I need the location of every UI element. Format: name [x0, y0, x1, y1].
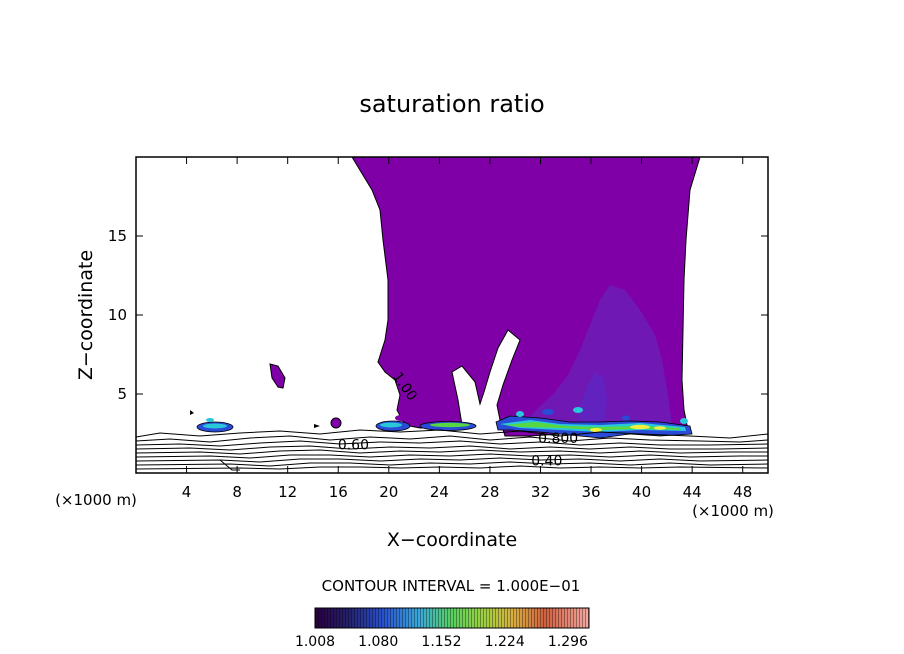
contour-lines — [136, 429, 768, 471]
y-axis-label: Z−coordinate — [75, 250, 97, 380]
blob-6 — [196, 418, 234, 433]
blob-30-44 — [495, 407, 693, 439]
patch-small-1 — [190, 410, 194, 415]
blob-20 — [375, 415, 411, 432]
x-tick-label-40: 40 — [632, 483, 651, 501]
y-tick-label-10: 10 — [108, 306, 127, 324]
y-tick-label-5: 5 — [117, 385, 127, 403]
inner-core — [578, 372, 607, 424]
x-tick-label-24: 24 — [430, 483, 449, 501]
colorbar-tick-1.224: 1.224 — [485, 634, 525, 650]
colorbar-tick-1.080: 1.080 — [358, 634, 398, 650]
x-tick-label-44: 44 — [683, 483, 702, 501]
contour-labels: 1.00 0.60 0.800 0.40 — [338, 369, 578, 469]
x-axis: 4 8 12 16 20 24 28 32 36 40 44 48 — [182, 157, 752, 501]
contour-label-0-800: 0.800 — [538, 431, 578, 447]
colorbar-tick-labels: 1.008 1.080 1.152 1.224 1.296 — [295, 634, 588, 650]
x-tick-label-48: 48 — [733, 483, 752, 501]
contour-fields — [136, 157, 768, 471]
x-tick-label-28: 28 — [480, 483, 499, 501]
patch-upper-left — [269, 363, 286, 389]
contour-interval-text: CONTOUR INTERVAL = 1.000E−01 — [322, 577, 581, 595]
x-axis-label: X−coordinate — [387, 529, 517, 551]
colorbar: 1.008 1.080 1.152 1.224 1.296 — [295, 607, 590, 650]
x-tick-label-4: 4 — [182, 483, 192, 501]
x-tick-label-16: 16 — [329, 483, 348, 501]
x-tick-label-20: 20 — [379, 483, 398, 501]
chart-title: saturation ratio — [359, 90, 544, 118]
contour-label-0-60: 0.60 — [338, 438, 369, 454]
blob-24 — [419, 421, 477, 431]
y-axis: 5 10 15 — [108, 227, 768, 403]
x-unit-right: (×1000 m) — [692, 502, 774, 520]
x-tick-label-32: 32 — [531, 483, 550, 501]
colorbar-tick-1.296: 1.296 — [548, 634, 588, 650]
patch-small-2 — [314, 424, 320, 428]
patch-16 — [330, 417, 342, 429]
contour-label-0-40: 0.40 — [531, 453, 562, 469]
y-tick-label-15: 15 — [108, 227, 127, 245]
x-tick-label-12: 12 — [278, 483, 297, 501]
x-tick-label-36: 36 — [581, 483, 600, 501]
dense-core — [525, 285, 672, 432]
colorbar-stripes — [315, 608, 589, 628]
colorbar-tick-1.008: 1.008 — [295, 634, 335, 650]
colorbar-tick-1.152: 1.152 — [421, 634, 461, 650]
x-tick-label-8: 8 — [232, 483, 242, 501]
x-unit-left: (×1000 m) — [55, 491, 137, 509]
